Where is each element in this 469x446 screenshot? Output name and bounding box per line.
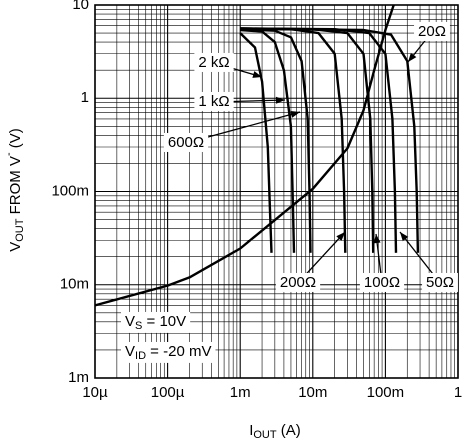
series-label: 1 kΩ xyxy=(198,93,229,110)
series-label: 50Ω xyxy=(426,274,454,291)
curves xyxy=(94,4,420,307)
x-label-main: I xyxy=(249,422,253,439)
y-label-sup: - xyxy=(3,152,15,156)
x-axis-label: IOUT (A) xyxy=(249,422,301,441)
condition-rest: = 10V xyxy=(142,313,186,330)
condition-text: VS = 10V xyxy=(125,313,186,332)
x-tick-label: 10µ xyxy=(82,384,108,401)
y-label-rest: (V) xyxy=(7,128,24,152)
series-label: 600Ω xyxy=(168,134,204,151)
label-background xyxy=(163,132,209,152)
y-tick-label: 10m xyxy=(60,276,89,293)
x-tick-label: 100m xyxy=(367,384,405,401)
label-background xyxy=(121,341,216,363)
x-tick-label: 10m xyxy=(298,384,327,401)
label-background xyxy=(422,272,458,292)
arrow-head xyxy=(336,232,345,241)
label-background xyxy=(194,52,234,72)
arrow-head xyxy=(252,71,262,78)
curve xyxy=(274,28,420,253)
condition-main: V xyxy=(125,343,135,360)
condition-sub: S xyxy=(135,320,142,332)
curve xyxy=(240,27,375,253)
y-tick-label: 1 xyxy=(81,89,89,106)
curve xyxy=(94,4,395,307)
x-tick-label: 1 xyxy=(454,384,462,401)
arrow-head xyxy=(400,232,409,242)
series-label: 2 kΩ xyxy=(198,54,229,71)
series-label: 20Ω xyxy=(418,23,446,40)
label-background xyxy=(414,21,450,41)
series-label: 200Ω xyxy=(280,274,316,291)
x-tick-label: 1m xyxy=(230,384,251,401)
label-background xyxy=(194,91,234,111)
x-label-rest: (A) xyxy=(277,422,301,439)
x-label-sub: OUT xyxy=(253,429,277,441)
arrow-head xyxy=(408,52,417,62)
condition-rest: = -20 mV xyxy=(146,343,211,360)
y-label-main: V xyxy=(7,242,24,252)
curve xyxy=(240,28,296,253)
condition-sub: ID xyxy=(135,350,146,362)
x-tick-label: 100µ xyxy=(151,384,185,401)
arrow-head xyxy=(373,234,381,244)
plot-frame xyxy=(94,4,459,379)
arrow-head xyxy=(275,96,285,104)
series-label: 100Ω xyxy=(364,274,400,291)
y-tick-label: 100m xyxy=(51,182,89,199)
label-background xyxy=(275,272,321,292)
y-label-sub: OUT xyxy=(14,218,26,242)
condition-main: V xyxy=(125,313,135,330)
y-tick-label: 1m xyxy=(68,369,89,386)
label-background xyxy=(359,272,405,292)
condition-text: VID = -20 mV xyxy=(125,343,211,362)
label-background xyxy=(121,311,191,333)
y-tick-label: 10 xyxy=(72,0,89,13)
y-axis-label: VOUT FROM V- (V) xyxy=(3,128,26,252)
arrow-head xyxy=(290,110,300,118)
y-label-mid: FROM V xyxy=(7,156,24,219)
